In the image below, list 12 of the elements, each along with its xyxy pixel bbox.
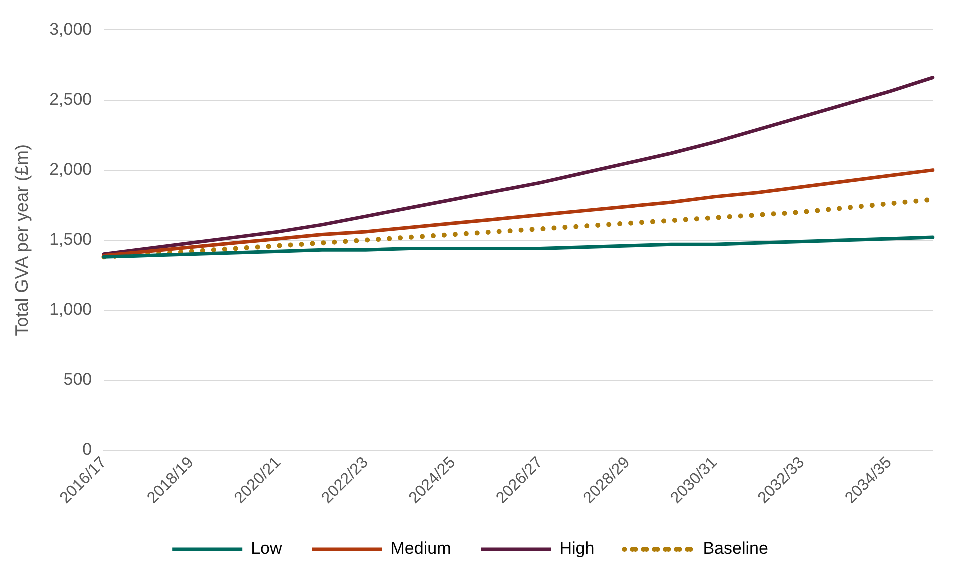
y-tick-label: 2,000 [50, 160, 92, 179]
y-tick-label: 1,000 [50, 300, 92, 320]
y-tick-label: 3,000 [50, 20, 92, 39]
legend-label: Low [251, 539, 283, 558]
y-tick-label: 2,500 [50, 90, 92, 109]
y-axis-title: Total GVA per year (£m) [12, 144, 32, 336]
y-tick-label: 500 [64, 370, 92, 390]
y-tick-label: 1,500 [50, 230, 92, 250]
legend-label: High [560, 539, 595, 558]
legend-label: Baseline [703, 539, 768, 558]
legend-label: Medium [390, 539, 452, 558]
y-tick-label: 0 [82, 440, 92, 460]
